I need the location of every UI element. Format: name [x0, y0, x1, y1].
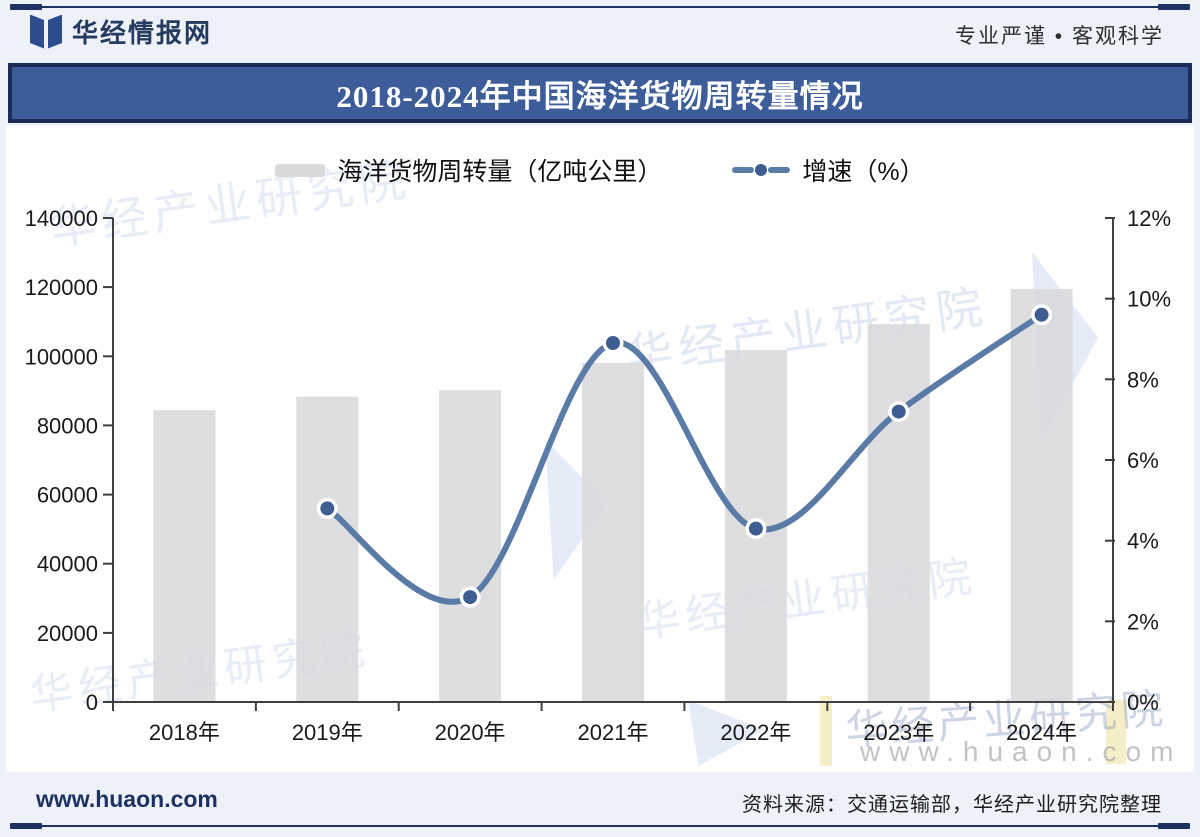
bottom-rule [10, 825, 1190, 827]
bar-series-swatch [275, 163, 326, 177]
line-series-swatch [732, 160, 791, 180]
bar-series-label: 海洋货物周转量（亿吨公里） [337, 158, 663, 186]
legend-item-bar: 海洋货物周转量（亿吨公里） [275, 152, 662, 188]
bottom-rule-right-cap [1158, 823, 1190, 829]
chart-legend: 海洋货物周转量（亿吨公里） 增速（%） [0, 150, 1200, 190]
brand-tagline: 专业严谨 • 客观科学 [954, 25, 1164, 48]
footer-site-url: www.huaon.com [36, 786, 218, 812]
line-series-label: 增速（%） [802, 158, 925, 186]
footer-data-source: 资料来源：交通运输部，华经产业研究院整理 [742, 794, 1162, 816]
chart-panel [6, 126, 1194, 772]
brand: 华经情报网 [30, 13, 212, 50]
brand-name: 华经情报网 [72, 18, 213, 48]
legend-item-line: 增速（%） [732, 152, 925, 188]
chart-title: 2018-2024年中国海洋货物周转量情况 [336, 78, 864, 114]
title-bar: 2018-2024年中国海洋货物周转量情况 [8, 63, 1192, 123]
top-rule [10, 6, 1190, 8]
top-rule-right-cap [1158, 4, 1190, 10]
huajing-logo-icon [30, 14, 62, 49]
header: 华经情报网 专业严谨 • 客观科学 [0, 0, 1200, 60]
